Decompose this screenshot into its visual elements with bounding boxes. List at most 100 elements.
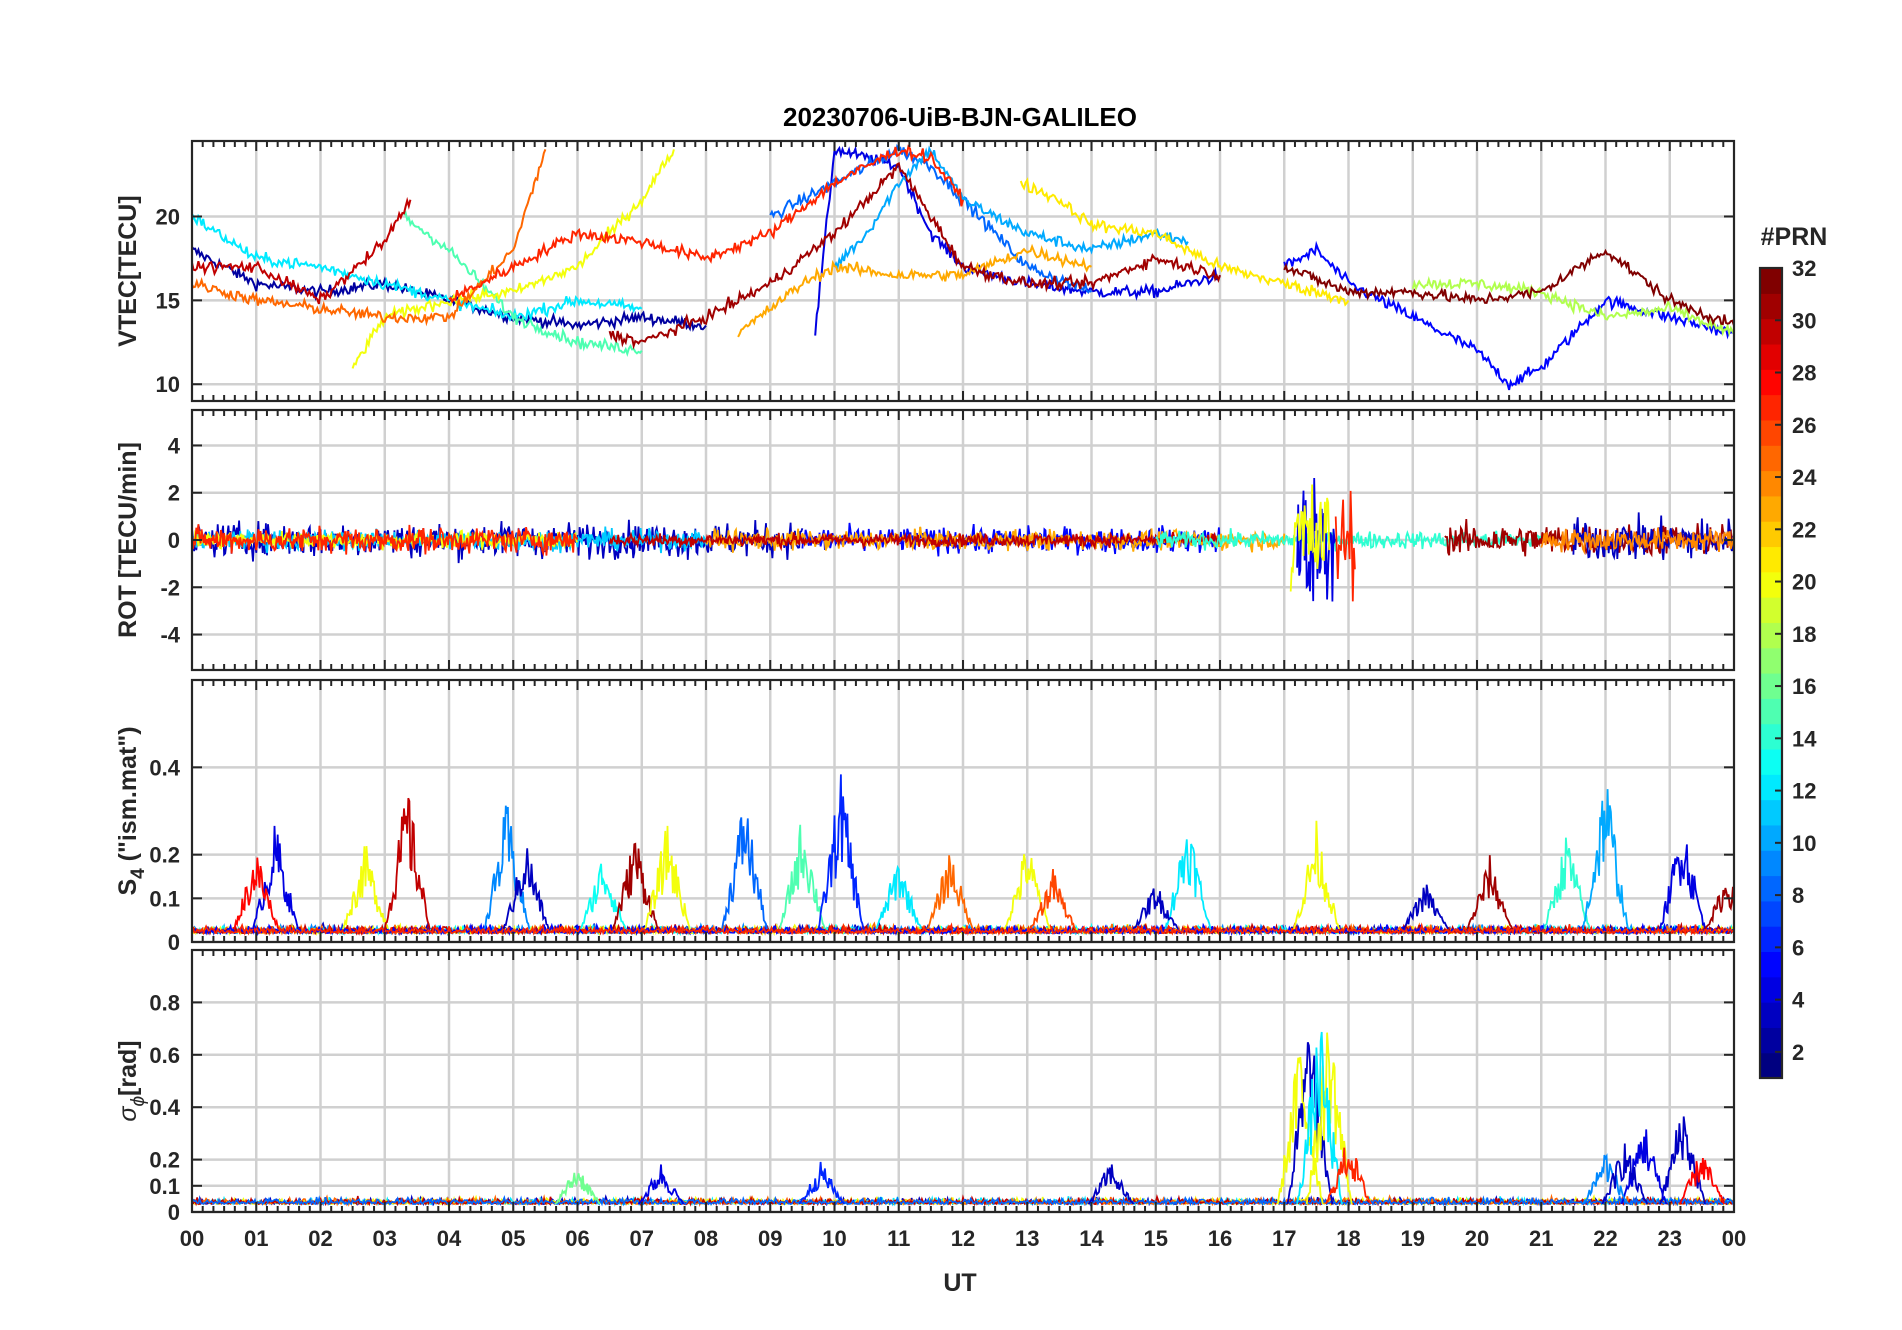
colorbar-segment bbox=[1760, 774, 1782, 801]
colorbar-tick-label: 8 bbox=[1792, 883, 1804, 908]
y-axis-label-sub: 4 bbox=[128, 868, 149, 879]
y-tick-label-rot: -4 bbox=[160, 623, 180, 648]
vtec-line-prn-23 bbox=[737, 243, 1092, 338]
colorbar-segment bbox=[1760, 1052, 1782, 1079]
s4-baseline-prn-27 bbox=[192, 922, 1734, 937]
colorbar-segment bbox=[1760, 495, 1782, 522]
x-tick-label: 14 bbox=[1079, 1226, 1104, 1251]
colorbar-segment bbox=[1760, 394, 1782, 421]
colorbar-segment bbox=[1760, 546, 1782, 573]
s4-peak-prn-25 bbox=[926, 855, 974, 930]
colorbar-segment bbox=[1760, 318, 1782, 345]
x-tick-label: 20 bbox=[1465, 1226, 1489, 1251]
ticks-vtec: 10 15 20 bbox=[156, 141, 1735, 401]
y-axis-label-sub: ϕ bbox=[128, 1096, 149, 1107]
s4-peak-prn-28 bbox=[233, 857, 280, 930]
colorbar-segment bbox=[1760, 571, 1782, 598]
x-tick-label: 00 bbox=[180, 1226, 204, 1251]
y-tick-label-s4: 0.4 bbox=[149, 755, 180, 780]
vtec-line-prn-21 bbox=[1019, 177, 1350, 307]
x-tick-label: 00 bbox=[1722, 1226, 1746, 1251]
rot-line-prn-27 bbox=[1334, 490, 1356, 602]
colorbar-segment bbox=[1760, 748, 1782, 775]
colorbar-segment bbox=[1760, 698, 1782, 725]
chart-title: 20230706-UiB-BJN-GALILEO bbox=[783, 102, 1137, 132]
y-tick-label-vtec: 20 bbox=[156, 204, 180, 229]
sigma-peak-prn-3 bbox=[1659, 1116, 1706, 1205]
colorbar-segment bbox=[1760, 1027, 1782, 1054]
sigma-peak-prn-3 bbox=[1087, 1164, 1135, 1205]
sigma-peak-prn-20 bbox=[1305, 1032, 1353, 1205]
x-tick-label: 16 bbox=[1208, 1226, 1232, 1251]
colorbar-tick-label: 6 bbox=[1792, 935, 1804, 960]
sigma-peak-prn-9 bbox=[1582, 1153, 1629, 1205]
s4-peak-prn-6 bbox=[817, 774, 865, 930]
colorbar-tick-label: 18 bbox=[1792, 622, 1816, 647]
s4-peak-prn-4 bbox=[252, 825, 299, 930]
vtec-line-prn-5 bbox=[1283, 240, 1734, 391]
x-tick-label: 09 bbox=[758, 1226, 782, 1251]
colorbar-segment bbox=[1760, 723, 1782, 750]
colorbar-tick-label: 14 bbox=[1792, 726, 1817, 751]
vtec-line-prn-32 bbox=[1283, 248, 1734, 326]
vtec-line-prn-25 bbox=[192, 149, 547, 327]
y-axis-label-rest: [rad] bbox=[114, 1040, 142, 1096]
y-axis-label-s4: S4 ("ism.mat") bbox=[114, 726, 149, 895]
colorbar-tick-label: 22 bbox=[1792, 517, 1816, 542]
y-tick-label-s4: 0.2 bbox=[149, 843, 180, 868]
colorbar-segment bbox=[1760, 824, 1782, 851]
y-axis-label-vtec: VTEC[TECU] bbox=[114, 195, 142, 346]
x-tick-label: 21 bbox=[1529, 1226, 1553, 1251]
y-tick-label-sigma: 0 bbox=[168, 1200, 180, 1225]
vtec-line-prn-30 bbox=[192, 196, 412, 305]
sigma-baseline-prn-30 bbox=[192, 1194, 1734, 1207]
colorbar-segment bbox=[1760, 647, 1782, 674]
s4-peak-prn-12 bbox=[875, 864, 923, 930]
vtec-line-prn-31 bbox=[608, 161, 1221, 350]
y-tick-label-sigma: 0.1 bbox=[149, 1174, 180, 1199]
vtec-line-prn-8 bbox=[769, 143, 1093, 294]
s4-peak-prn-26 bbox=[1029, 868, 1077, 930]
x-tick-label: 17 bbox=[1272, 1226, 1296, 1251]
y-tick-label-rot: 4 bbox=[168, 433, 181, 458]
vtec-line-prn-27 bbox=[448, 144, 964, 304]
x-tick-label: 02 bbox=[308, 1226, 332, 1251]
colorbar-segment bbox=[1760, 445, 1782, 472]
x-tick-label: 13 bbox=[1015, 1226, 1039, 1251]
sigma-peak-prn-28 bbox=[1678, 1157, 1726, 1205]
ticks-rot: -4 -2 0 2 4 bbox=[160, 410, 1735, 670]
colorbar-segment bbox=[1760, 369, 1782, 396]
sigma-peak-prn-6 bbox=[798, 1161, 845, 1205]
x-tick-label: 08 bbox=[694, 1226, 718, 1251]
y-tick-label-vtec: 10 bbox=[156, 372, 180, 397]
s4-peak-prn-10 bbox=[1582, 789, 1629, 930]
sigma-peak-prn-4 bbox=[1620, 1129, 1668, 1205]
s4-peak-prn-3 bbox=[1132, 888, 1179, 930]
colorbar-tick-label: 12 bbox=[1792, 779, 1816, 804]
s4-peak-prn-12 bbox=[1164, 839, 1212, 930]
vtec-line-prn-20 bbox=[351, 149, 675, 369]
y-tick-label-s4: 0 bbox=[168, 930, 180, 955]
colorbar-segment bbox=[1760, 951, 1782, 978]
colorbar-tick-label: 20 bbox=[1792, 570, 1816, 595]
colorbar-tick-label: 30 bbox=[1792, 308, 1816, 333]
colorbar-segment bbox=[1760, 1002, 1782, 1028]
y-tick-label-vtec: 15 bbox=[156, 288, 180, 313]
sigma-peak-prn-3 bbox=[1286, 1042, 1334, 1205]
colorbar-tick-label: 32 bbox=[1792, 256, 1816, 281]
s4-peak-prn-20 bbox=[644, 825, 691, 930]
rot-line-prn-27 bbox=[192, 524, 579, 557]
sigma-peak-prn-12 bbox=[1296, 1031, 1343, 1205]
series-vtec bbox=[192, 143, 1734, 391]
s4-peak-prn-30 bbox=[383, 797, 431, 930]
vtec-line-prn-10 bbox=[833, 145, 1189, 270]
s4-peak-prn-20 bbox=[342, 846, 389, 930]
y-tick-label-sigma: 0.6 bbox=[149, 1043, 180, 1068]
y-tick-label-sigma: 0.4 bbox=[149, 1095, 180, 1120]
x-tick-label: 07 bbox=[630, 1226, 654, 1251]
x-tick-label: 06 bbox=[565, 1226, 589, 1251]
colorbar-tick-label: 26 bbox=[1792, 413, 1816, 438]
ticks-sigma: 00.10.2 0.4 0.6 0.8 bbox=[149, 950, 1735, 1225]
